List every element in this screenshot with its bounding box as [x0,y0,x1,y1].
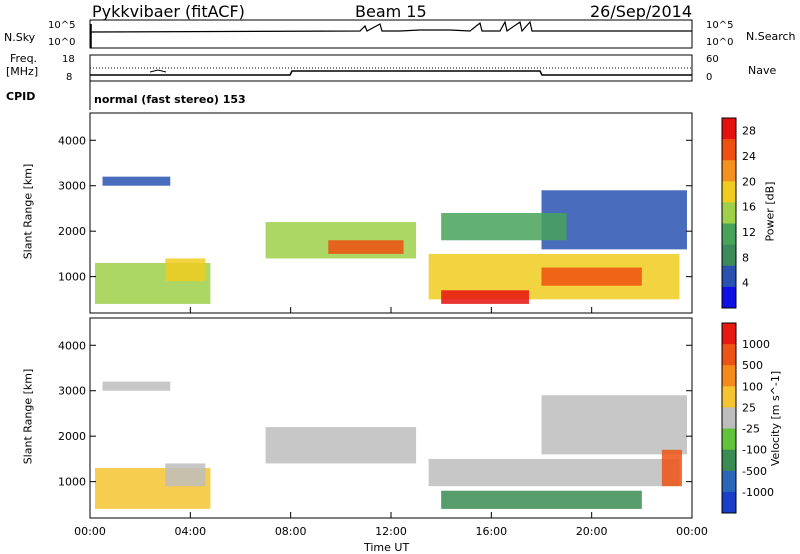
power-ytick-label-1: 2000 [58,225,86,238]
nave-tick-bottom: 0 [706,72,713,83]
velocity-colorbar-tick-5: -100 [742,444,767,457]
power-colorbar-frame [721,117,737,309]
nsky-label: N.Sky [4,31,36,44]
velocity-colorbar-swatch-7 [722,470,736,493]
power-colorbar-tick-5: 24 [742,150,756,163]
freq-trace [90,70,692,76]
velocity-colorbar-swatch-0 [722,323,736,345]
power-colorbar-swatch-7 [722,265,736,288]
velocity-ytick-label-3: 4000 [58,339,86,352]
power-panel: 1000 2000 3000 4000 [58,112,693,314]
power-colorbar-tick-2: 12 [742,226,756,239]
velocity-panel: 1000 2000 3000 4000 [58,317,693,519]
velocity-colorbar-tick-6: -500 [742,465,767,478]
velocity-colorbar-frame [721,322,737,514]
nave-tick-top: 60 [706,54,719,65]
nsky-panel [89,19,693,49]
velocity-colorbar-swatch-3 [722,386,736,408]
power-colorbar-swatch-4 [722,202,736,225]
velocity-ytick-label-1: 2000 [58,430,86,443]
velocity-colorbar-swatch-1 [722,344,736,366]
velocity-colorbar-tick-2: 100 [742,380,763,393]
power-colorbar-swatch-1 [722,139,736,161]
nsearch-label: N.Search [746,30,796,43]
nsearch-tick-bottom: 10^0 [706,37,734,48]
velocity-colorbar-tick-1: 500 [742,359,763,372]
velocity-colorbar-tick-7: -1000 [742,486,774,499]
xtick-label-3: 12:00 [375,525,407,538]
power-colorbar-swatch-2 [722,160,736,182]
power-region-4 [328,240,404,254]
velocity-colorbar-swatch-6 [722,449,736,472]
x-axis: 00:00 04:00 08:00 12:00 16:00 20:00 00:00 [74,307,708,538]
power-colorbar: 4 8 12 16 20 24 28 [721,117,756,309]
velocity-region-1 [102,381,171,391]
velocity-region-2 [165,463,206,487]
nave-label: Nave [748,64,777,77]
power-colorbar-tick-0: 4 [742,277,749,290]
cpid-label: CPID [6,90,36,103]
x-axis-label: Time UT [364,541,410,554]
velocity-region-5 [441,490,642,509]
xtick-label-1: 04:00 [174,525,206,538]
freq-tick-top: 18 [62,54,75,65]
beam-title: Beam 15 [355,2,427,21]
velocity-region-3 [265,427,417,464]
power-colorbar-tick-1: 8 [742,251,749,264]
power-colorbar-swatch-3 [722,181,736,203]
power-colorbar-tick-6: 28 [742,125,756,138]
power-region-2 [165,258,206,282]
date-title: 26/Sep/2014 [590,2,693,21]
power-region-7 [541,267,642,286]
power-region-9 [441,213,567,241]
xtick-label-0: 00:00 [74,525,106,538]
station-title: Pykkvibaer (fitACF) [92,2,245,21]
nave-trace-bump [149,69,167,73]
cpid-value: normal (fast stereo) 153 [94,93,246,106]
power-region-1 [102,176,171,186]
power-colorbar-swatch-8 [722,286,736,309]
xtick-label-6: 00:00 [676,525,708,538]
velocity-colorbar-label: Velocity [m s^-1] [769,370,783,467]
nsky-tick-top: 10^5 [48,20,76,31]
velocity-colorbar-tick-4: -25 [742,423,760,436]
velocity-colorbar-swatch-5 [722,428,736,451]
velocity-colorbar-tick-0: 1000 [742,338,770,351]
nsky-tick-bottom: 10^0 [48,37,76,48]
power-ylabel: Slant Range [km] [21,163,35,260]
power-colorbar-swatch-0 [722,118,736,140]
velocity-region-7 [661,449,682,487]
velocity-ytick-label-2: 3000 [58,385,86,398]
velocity-colorbar: 1000 500 100 25 -25 -100 -500 -1000 [721,322,774,514]
freq-tick-bottom: 8 [66,72,73,83]
velocity-region-6 [541,395,687,455]
power-ytick-label-2: 3000 [58,180,86,193]
power-colorbar-swatch-6 [722,244,736,267]
power-ytick-label-3: 4000 [58,134,86,147]
velocity-ylabel: Slant Range [km] [21,368,35,465]
xtick-label-5: 20:00 [576,525,608,538]
velocity-colorbar-swatch-4 [722,407,736,430]
power-colorbar-swatch-5 [722,223,736,246]
freq-unit-label: [MHz] [6,65,39,78]
velocity-colorbar-swatch-2 [722,365,736,387]
velocity-colorbar-swatch-8 [722,491,736,514]
power-region-6 [441,290,529,304]
velocity-colorbar-tick-3: 25 [742,401,756,414]
velocity-region-4 [428,458,680,487]
power-ytick-label-0: 1000 [58,271,86,284]
xtick-label-4: 16:00 [475,525,507,538]
nsky-trace [89,20,692,33]
power-colorbar-label: Power [dB] [763,181,777,242]
power-colorbar-tick-4: 20 [742,175,756,188]
nsearch-tick-top: 10^5 [706,20,734,31]
power-colorbar-tick-3: 16 [742,201,756,214]
xtick-label-2: 08:00 [275,525,307,538]
velocity-ytick-label-0: 1000 [58,476,86,489]
freq-label: Freq. [10,52,38,65]
